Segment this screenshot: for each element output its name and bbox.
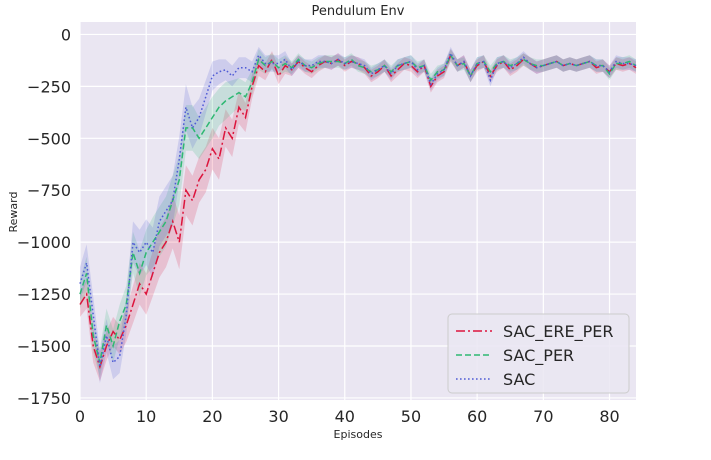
x-tick-label: 20 [202,407,222,426]
x-tick-labels: 0 10 20 30 40 50 60 70 80 [75,407,620,426]
y-tick-label: −500 [27,129,71,148]
y-tick-label: −1500 [17,337,71,356]
x-tick-label: 30 [268,407,288,426]
x-tick-label: 40 [335,407,355,426]
x-tick-label: 70 [533,407,553,426]
series-lines [79,51,637,370]
line-sac-ere-per [79,53,637,370]
y-tick-label: −1250 [17,285,71,304]
y-tick-label: −250 [27,77,71,96]
legend-label: SAC [503,370,535,389]
chart-title: Pendulum Env [312,4,405,19]
legend-label: SAC_PER [503,346,574,366]
x-tick-label: 60 [467,407,487,426]
line-sac-per [79,53,637,363]
x-tick-label: 0 [75,407,85,426]
y-tick-label: −750 [27,181,71,200]
x-tick-label: 80 [599,407,619,426]
x-tick-label: 10 [136,407,156,426]
x-axis-label: Episodes [334,428,383,441]
legend-label: SAC_ERE_PER [503,322,614,342]
y-tick-label: −1750 [17,389,71,408]
y-tick-label: 0 [61,25,71,44]
legend-box [447,313,630,394]
confidence-bands [80,46,636,384]
x-tick-label: 50 [401,407,421,426]
grid-lines [79,22,636,400]
band-sac-ere-per [80,49,636,382]
y-tick-label: −1000 [17,233,71,252]
legend: SAC_ERE_PER SAC_PER SAC [447,313,630,394]
y-axis-label: Reward [7,192,20,233]
y-tick-labels: 0 −250 −500 −750 −1000 −1250 −1500 −1750 [17,25,71,407]
